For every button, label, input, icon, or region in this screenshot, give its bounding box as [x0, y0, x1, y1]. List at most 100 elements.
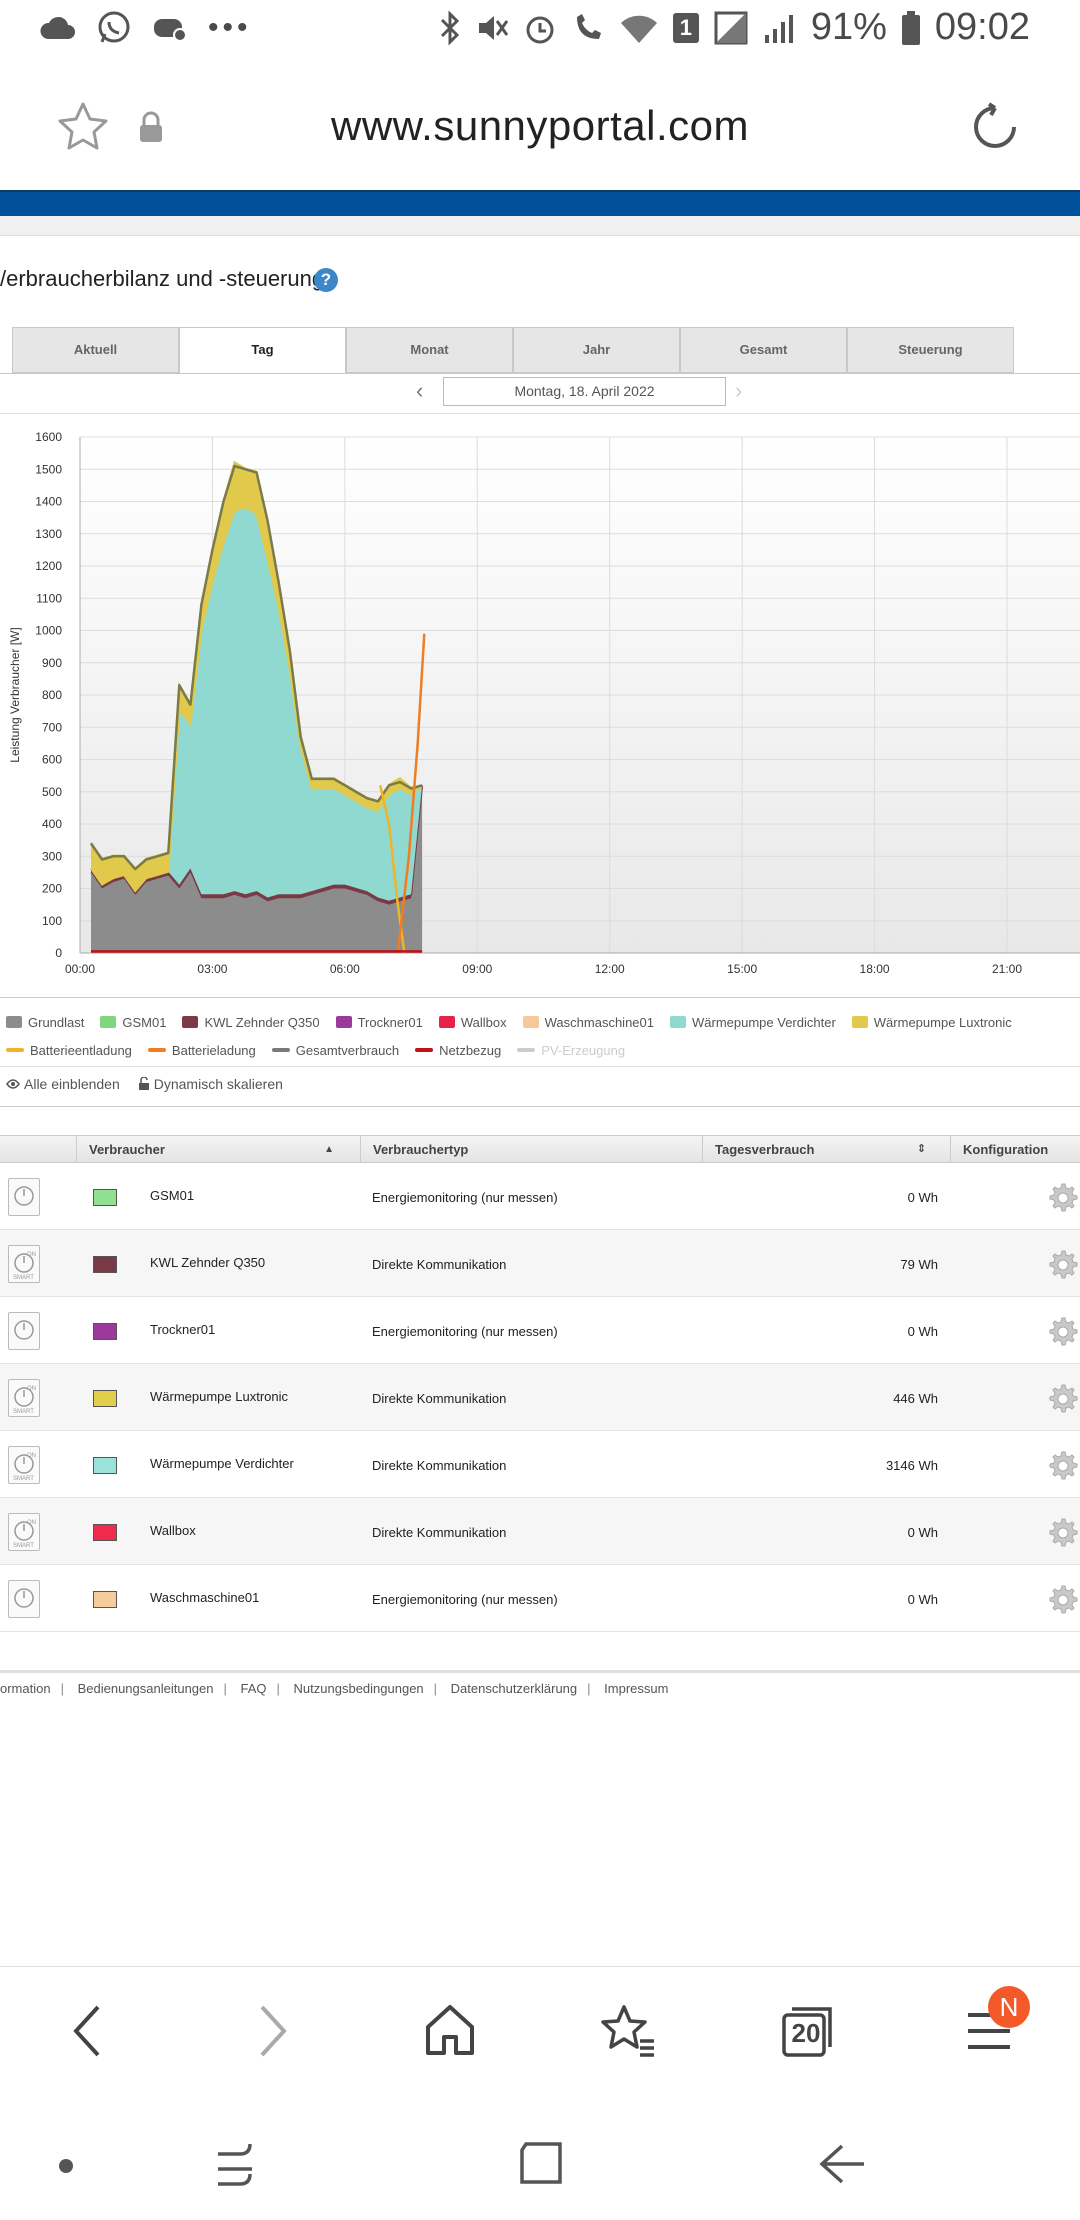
- tabs-icon[interactable]: [780, 2003, 836, 2059]
- tab-divider: [0, 373, 1080, 374]
- legend-divider: [0, 1066, 1080, 1067]
- legend-item[interactable]: Batterieentladung: [6, 1043, 132, 1058]
- footer-link-manuals[interactable]: Bedienungsanleitungen: [77, 1681, 214, 1696]
- url-text[interactable]: www.sunnyportal.com: [331, 102, 749, 149]
- show-all-label: Alle einblenden: [24, 1076, 120, 1092]
- legend-item[interactable]: Trockner01: [335, 1014, 423, 1030]
- gear-icon[interactable]: [1045, 1315, 1079, 1349]
- date-next-button[interactable]: ›: [735, 378, 743, 403]
- gear-icon[interactable]: [1045, 1382, 1079, 1416]
- forward-icon[interactable]: [252, 2003, 292, 2059]
- system-back-icon[interactable]: [818, 2142, 868, 2186]
- tab-tag[interactable]: Tag: [179, 327, 346, 374]
- nav-dot-icon[interactable]: [58, 2158, 74, 2174]
- daily-consumption: 3146 Wh: [885, 1458, 938, 1473]
- chart-legend: Grundlast GSM01 KWL Zehnder Q350 Trockner01…: [6, 1008, 1080, 1064]
- browser-url-bar: www.sunnyportal.com: [0, 64, 1080, 190]
- table-row: Trockner01 Energiemonitoring (nur messen…: [0, 1297, 1080, 1364]
- legend-item[interactable]: Wärmepumpe Luxtronic: [851, 1015, 1012, 1030]
- y-tick-label: 1500: [35, 462, 62, 476]
- meter-icon: [8, 1178, 40, 1216]
- eye-icon: [6, 1079, 20, 1089]
- tab-aktuell[interactable]: Aktuell: [12, 327, 179, 373]
- show-all-button[interactable]: Alle einblenden: [6, 1076, 120, 1092]
- legend-item[interactable]: Wärmepumpe Verdichter: [670, 1015, 836, 1030]
- legend-label: Wallbox: [460, 1014, 507, 1030]
- svg-text:SMART: SMART: [13, 1543, 34, 1549]
- reload-icon[interactable]: [970, 102, 1020, 152]
- period-tabs: Aktuell Tag Monat Jahr Gesamt Steuerung: [12, 327, 1014, 374]
- legend-item[interactable]: Grundlast: [6, 1015, 84, 1030]
- bookmarks-icon[interactable]: [600, 2003, 658, 2059]
- gear-icon[interactable]: [1045, 1516, 1079, 1550]
- col-consumer[interactable]: Verbraucher ▲: [76, 1136, 360, 1163]
- cloud-icon: [40, 16, 75, 39]
- svg-text:SMART: SMART: [13, 1476, 34, 1482]
- gear-icon[interactable]: [1045, 1449, 1079, 1483]
- line-batterieladung: [396, 633, 426, 954]
- status-bar: ••• 1 91% 09:02: [0, 0, 1080, 64]
- consumer-color-swatch: [93, 1390, 117, 1407]
- site-subheader: [0, 216, 1080, 236]
- footer-link-imprint[interactable]: Impressum: [604, 1681, 669, 1696]
- legend-swatch: [6, 1016, 22, 1028]
- area-grundlast: [91, 785, 423, 953]
- footer-links: ormation | Bedienungsanleitungen | FAQ | Nu…: [0, 1681, 669, 1696]
- legend-swatch: [415, 1048, 434, 1052]
- gear-icon[interactable]: [1045, 1583, 1079, 1617]
- legend-item[interactable]: Waschmaschine01: [522, 1014, 654, 1030]
- alarm-icon: [526, 16, 554, 43]
- col-daily-label: Tagesverbrauch: [715, 1142, 815, 1157]
- legend-label: Waschmaschine01: [544, 1014, 654, 1030]
- col-daily[interactable]: Tagesverbrauch ⇕: [702, 1136, 950, 1163]
- bookmark-star-icon[interactable]: [56, 100, 110, 152]
- footer-link-terms[interactable]: Nutzungsbedingungen: [293, 1681, 424, 1696]
- consumer-type: Direkte Kommunikation: [372, 1458, 507, 1473]
- consumer-type: Direkte Kommunikation: [372, 1525, 507, 1540]
- table-row: Waschmaschine01 Energiemonitoring (nur m…: [0, 1565, 1080, 1632]
- dynamic-scale-button[interactable]: Dynamisch skalieren: [138, 1076, 283, 1092]
- date-picker-field[interactable]: Montag, 18. April 2022: [443, 377, 726, 406]
- consumer-table: Verbraucher ▲ Verbrauchertyp Tagesverbra…: [0, 1135, 1080, 1632]
- legend-label: Trockner01: [357, 1014, 423, 1030]
- recent-apps-icon[interactable]: [214, 2140, 258, 2190]
- legend-swatch: [147, 1048, 166, 1052]
- back-icon[interactable]: [68, 2003, 108, 2059]
- legend-item[interactable]: PV-Erzeugung: [517, 1043, 625, 1058]
- tab-jahr[interactable]: Jahr: [513, 327, 680, 373]
- footer-link-faq[interactable]: FAQ: [240, 1681, 267, 1696]
- gear-icon[interactable]: [1045, 1181, 1079, 1215]
- legend-item[interactable]: Gesamtverbrauch: [271, 1043, 399, 1058]
- date-divider: [0, 413, 1080, 414]
- consumer-type: Direkte Kommunikation: [372, 1391, 507, 1406]
- home-icon[interactable]: [424, 2003, 476, 2057]
- legend-item[interactable]: Wallbox: [438, 1014, 507, 1030]
- legend-item[interactable]: KWL Zehnder Q350: [182, 1015, 320, 1030]
- x-tick-label: 03:00: [197, 962, 227, 976]
- tab-gesamt[interactable]: Gesamt: [680, 327, 847, 373]
- home-button-icon[interactable]: [518, 2140, 564, 2186]
- footer-link-information[interactable]: ormation: [0, 1681, 51, 1696]
- clock: 09:02: [934, 6, 1030, 48]
- unlock-icon: [138, 1077, 149, 1090]
- y-tick-label: 1100: [36, 591, 62, 605]
- consumer-name: Waschmaschine01: [150, 1590, 260, 1605]
- consumer-color-swatch: [93, 1256, 117, 1273]
- help-icon[interactable]: ?: [314, 268, 338, 292]
- y-tick-label: 400: [42, 817, 62, 831]
- tab-steuerung[interactable]: Steuerung: [847, 327, 1014, 373]
- gear-icon[interactable]: [1045, 1248, 1079, 1282]
- footer-link-privacy[interactable]: Datenschutzerklärung: [450, 1681, 578, 1696]
- y-tick-label: 1300: [35, 527, 62, 541]
- dynamic-scale-label: Dynamisch skalieren: [153, 1076, 283, 1092]
- tab-monat[interactable]: Monat: [346, 327, 513, 373]
- legend-item[interactable]: GSM01: [100, 1015, 166, 1030]
- legend-swatch: [100, 1016, 117, 1028]
- legend-swatch: [271, 1048, 290, 1052]
- legend-item[interactable]: Netzbezug: [415, 1043, 501, 1058]
- wifi-icon: [620, 15, 657, 43]
- date-prev-button[interactable]: ‹: [416, 378, 424, 403]
- sort-asc-icon: ▲: [324, 1144, 334, 1155]
- legend-item[interactable]: Batterieladung: [147, 1043, 256, 1058]
- whatsapp-icon: [98, 11, 130, 43]
